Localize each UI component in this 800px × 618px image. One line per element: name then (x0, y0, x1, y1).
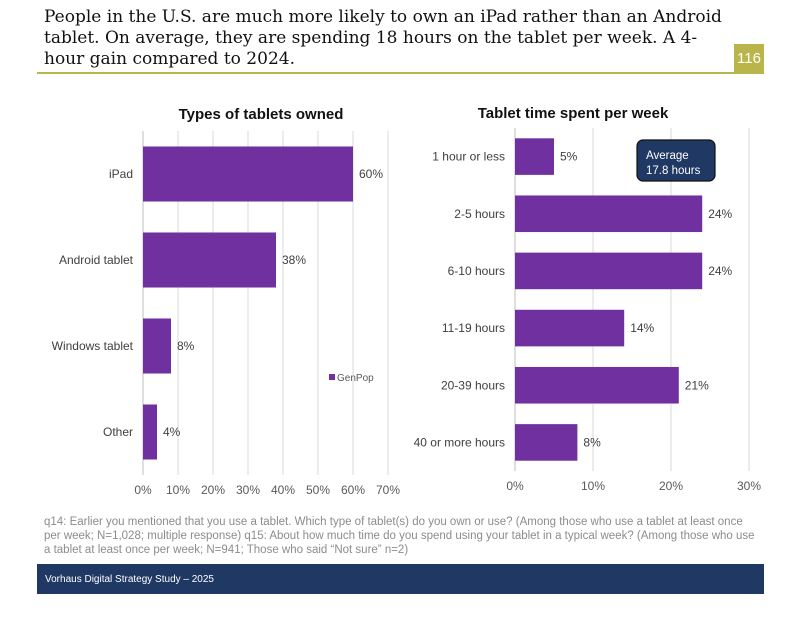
time-x-tick-label: 20% (659, 479, 683, 493)
tablets-x-tick-label: 10% (166, 483, 190, 497)
tablets-x-tick-label: 30% (236, 483, 260, 497)
tablets-data-label: 8% (177, 339, 195, 353)
time-category-label: 20-39 hours (441, 378, 505, 392)
tablets-x-tick-label: 0% (134, 483, 152, 497)
legend-label: GenPop (337, 373, 374, 384)
page-number: 116 (734, 44, 764, 72)
time-x-tick-label: 30% (737, 479, 761, 493)
time-bar (515, 138, 554, 175)
time-bar (515, 252, 703, 290)
time-bar (515, 195, 703, 233)
time-category-label: 1 hour or less (432, 150, 505, 164)
tablets-x-tick-label: 40% (271, 483, 295, 497)
average-callout-value: 17.8 hours (646, 165, 701, 177)
time-data-label: 24% (708, 207, 732, 221)
footnote: q14: Earlier you mentioned that you use … (44, 516, 755, 556)
tablets-bar (143, 232, 276, 288)
tablets-x-tick-label: 70% (376, 483, 400, 497)
tablets-bar (143, 318, 171, 374)
tablets-bar (143, 146, 353, 202)
tablets-x-tick-label: 50% (306, 483, 330, 497)
legend-swatch (329, 374, 335, 380)
tablets-data-label: 60% (359, 167, 383, 181)
time-data-label: 21% (685, 378, 709, 392)
time-category-label: 11-19 hours (442, 321, 505, 335)
footer-text: Vorhaus Digital Strategy Study – 2025 (45, 573, 214, 585)
tablets-data-label: 4% (163, 425, 181, 439)
time-x-tick-label: 0% (506, 479, 524, 493)
time-bar (515, 424, 578, 461)
time-category-label: 40 or more hours (414, 435, 505, 449)
time-category-label: 6-10 hours (448, 264, 505, 278)
tablets-category-label: iPad (109, 167, 133, 181)
time-data-label: 24% (708, 264, 732, 278)
tablets-data-label: 38% (282, 253, 306, 267)
average-callout-box (636, 139, 716, 182)
time-data-label: 5% (560, 150, 578, 164)
tablets-title: Types of tablets owned (179, 106, 344, 123)
time-data-label: 14% (630, 321, 654, 335)
tablets-bar (143, 404, 157, 460)
time-bar (515, 366, 679, 404)
tablets-category-label: Other (103, 425, 133, 439)
time-x-tick-label: 10% (581, 479, 605, 493)
average-callout-title: Average (646, 150, 689, 162)
headline: People in the U.S. are much more likely … (44, 7, 722, 69)
tablets-category-label: Windows tablet (52, 339, 134, 353)
time-data-label: 8% (583, 435, 601, 449)
tablets-x-tick-label: 60% (341, 483, 365, 497)
time-category-label: 2-5 hours (454, 207, 505, 221)
tablets-x-tick-label: 20% (201, 483, 225, 497)
time-bar (515, 309, 625, 347)
time-title: Tablet time spent per week (478, 105, 669, 122)
tablets-category-label: Android tablet (59, 253, 134, 267)
footer-bar: Vorhaus Digital Strategy Study – 2025 (37, 564, 764, 594)
headline-rule (37, 72, 764, 74)
